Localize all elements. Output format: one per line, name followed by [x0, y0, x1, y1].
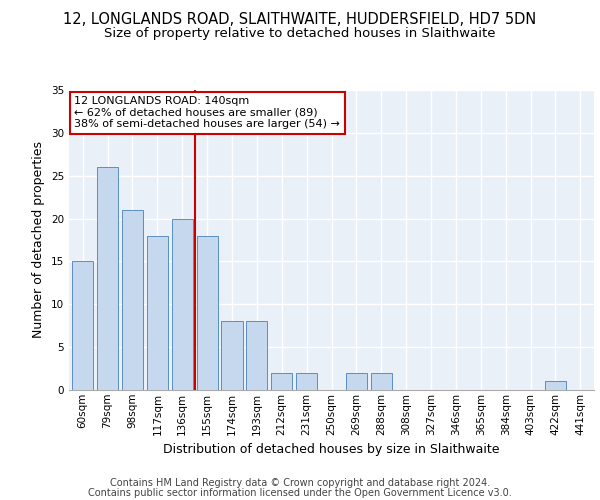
Bar: [172, 218, 193, 390]
Text: Size of property relative to detached houses in Slaithwaite: Size of property relative to detached ho…: [104, 28, 496, 40]
Text: 12, LONGLANDS ROAD, SLAITHWAITE, HUDDERSFIELD, HD7 5DN: 12, LONGLANDS ROAD, SLAITHWAITE, HUDDERS…: [64, 12, 536, 28]
Bar: [371, 373, 392, 390]
Bar: [346, 373, 367, 390]
Bar: [197, 236, 218, 390]
X-axis label: Distribution of detached houses by size in Slaithwaite: Distribution of detached houses by size …: [163, 443, 500, 456]
Bar: [246, 322, 268, 390]
Bar: [296, 373, 317, 390]
Bar: [271, 373, 292, 390]
Bar: [221, 322, 242, 390]
Text: 12 LONGLANDS ROAD: 140sqm
← 62% of detached houses are smaller (89)
38% of semi-: 12 LONGLANDS ROAD: 140sqm ← 62% of detac…: [74, 96, 340, 129]
Bar: [72, 262, 93, 390]
Y-axis label: Number of detached properties: Number of detached properties: [32, 142, 46, 338]
Text: Contains public sector information licensed under the Open Government Licence v3: Contains public sector information licen…: [88, 488, 512, 498]
Bar: [97, 167, 118, 390]
Bar: [122, 210, 143, 390]
Bar: [147, 236, 168, 390]
Text: Contains HM Land Registry data © Crown copyright and database right 2024.: Contains HM Land Registry data © Crown c…: [110, 478, 490, 488]
Bar: [545, 382, 566, 390]
